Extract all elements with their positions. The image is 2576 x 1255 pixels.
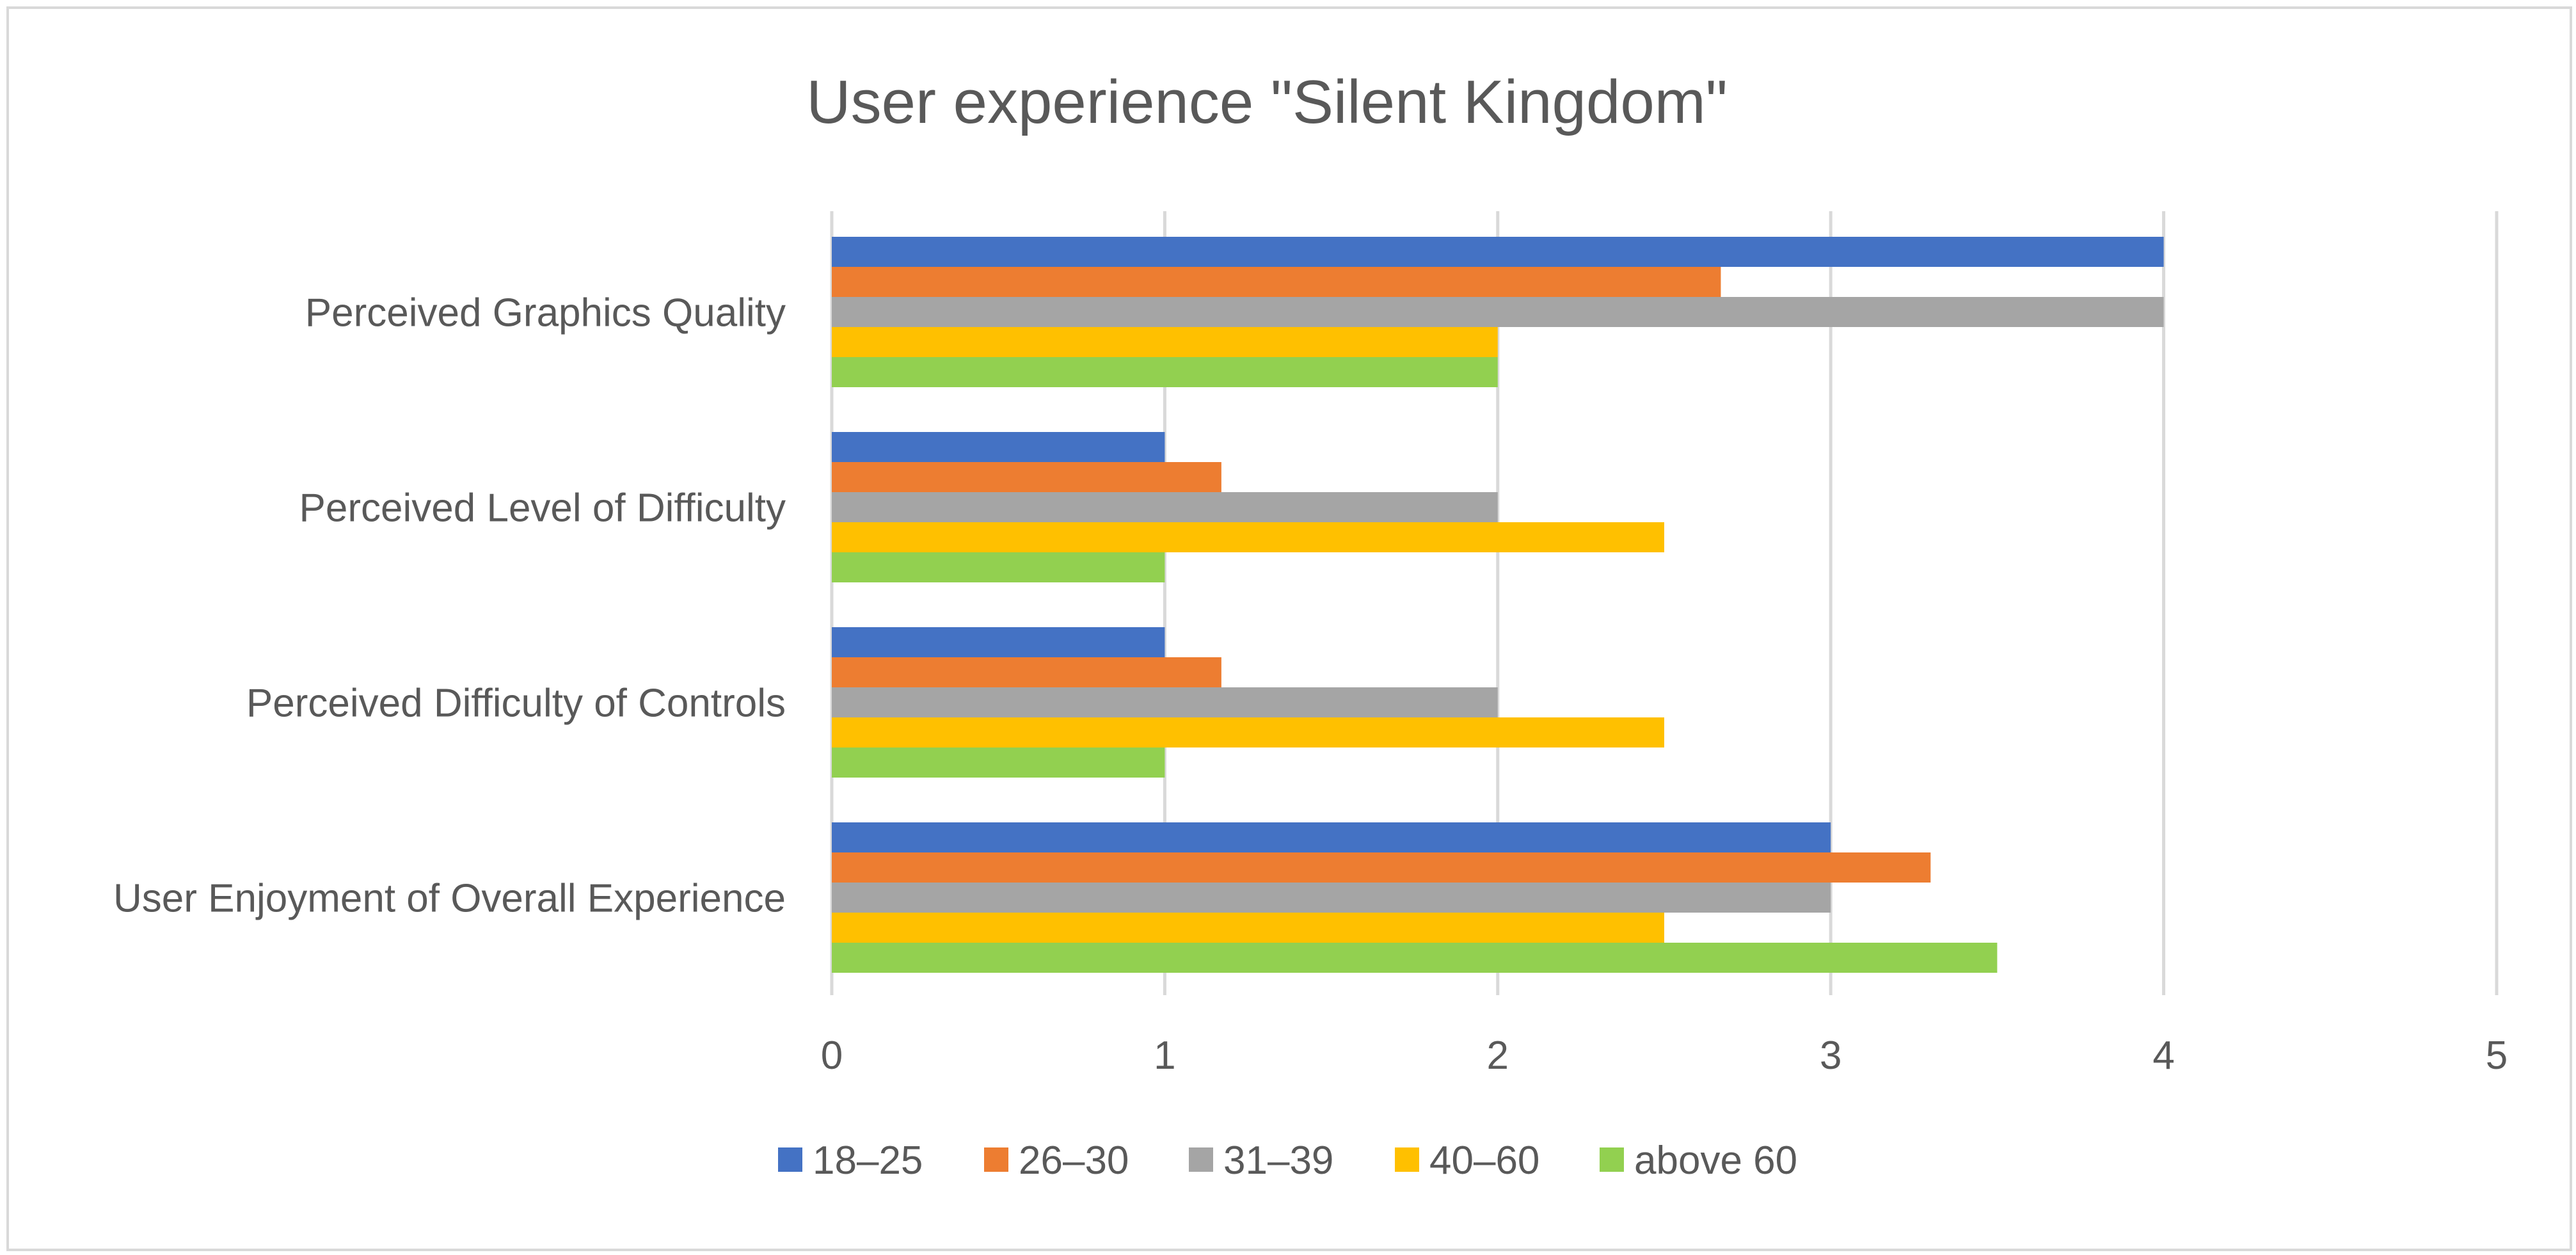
bar [832, 687, 1498, 717]
bar [832, 627, 1165, 657]
bar [832, 747, 1165, 778]
x-axis-ticks: 0 1 2 3 4 5 [821, 1034, 2508, 1078]
bar [832, 522, 1664, 552]
bar [832, 552, 1165, 582]
bar [832, 852, 1931, 883]
bar [832, 267, 1721, 297]
category-label: Perceived Difficulty of Controls [246, 682, 786, 726]
x-tick-label: 0 [821, 1034, 843, 1078]
legend-swatch [1600, 1147, 1624, 1172]
legend-label: 31–39 [1223, 1139, 1333, 1183]
bar [832, 462, 1221, 492]
legend-label: above 60 [1634, 1139, 1797, 1183]
x-tick-label: 3 [1820, 1034, 1841, 1078]
x-tick-label: 1 [1154, 1034, 1175, 1078]
category-label: User Enjoyment of Overall Experience [113, 877, 786, 921]
bar [832, 492, 1498, 522]
bar [832, 943, 1998, 973]
bar [832, 657, 1221, 687]
legend-swatch [984, 1147, 1008, 1172]
bar [832, 297, 2164, 327]
bar [832, 883, 1831, 913]
bar [832, 327, 1498, 357]
bar [832, 913, 1664, 943]
legend-swatch [1395, 1147, 1419, 1172]
chart-frame [6, 6, 2572, 1251]
legend-swatch [1189, 1147, 1213, 1172]
bar [832, 237, 2164, 267]
legend: 18–25 26–30 31–39 40–60 above 60 [778, 1139, 1797, 1183]
legend-swatch [778, 1147, 802, 1172]
legend-label: 18–25 [813, 1139, 923, 1183]
bar [832, 717, 1664, 747]
x-tick-label: 4 [2152, 1034, 2174, 1078]
x-tick-label: 2 [1487, 1034, 1509, 1078]
chart-title: User experience "Silent Kingdom" [806, 68, 1728, 136]
legend-label: 26–30 [1019, 1139, 1129, 1183]
bar [832, 822, 1831, 852]
bar [832, 357, 1498, 387]
bars [832, 237, 2164, 973]
legend-label: 40–60 [1429, 1139, 1539, 1183]
bar [832, 432, 1165, 462]
category-labels: Perceived Graphics Quality Perceived Leve… [113, 291, 786, 921]
category-label: Perceived Graphics Quality [305, 291, 786, 335]
category-label: Perceived Level of Difficulty [299, 486, 786, 531]
x-tick-label: 5 [2486, 1034, 2508, 1078]
